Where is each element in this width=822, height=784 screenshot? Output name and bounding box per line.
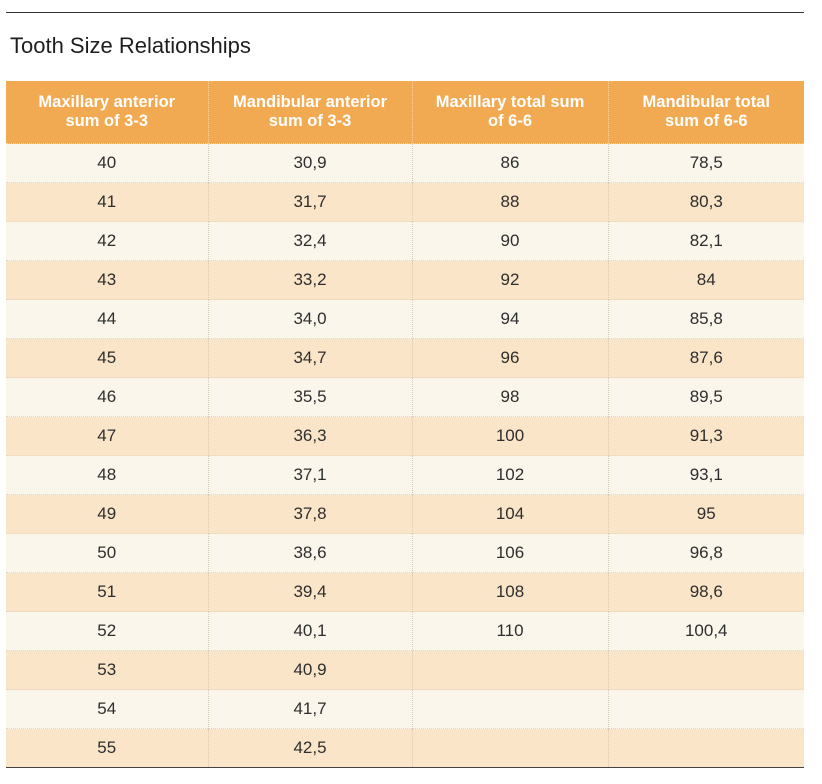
mandibular-total-cell: 93,1 (607, 455, 804, 495)
maxillary-anterior-cell: 50 (6, 533, 208, 573)
header-row: Maxillary anterior sum of 3-3 Mandibular… (6, 81, 804, 144)
table-row: 50 38,6 106 96,8 (6, 533, 804, 573)
mandibular-anterior-cell: 30,9 (207, 143, 412, 183)
maxillary-anterior-cell: 43 (6, 260, 208, 300)
top-rule (6, 12, 804, 13)
mandibular-total-cell: 98,6 (607, 572, 804, 612)
maxillary-anterior-cell: 54 (6, 689, 208, 729)
tooth-size-table: Maxillary anterior sum of 3-3 Mandibular… (6, 81, 804, 768)
column-header-mandibular-anterior: Mandibular anterior sum of 3-3 (207, 81, 412, 144)
maxillary-anterior-cell: 47 (6, 416, 208, 456)
table-row: 49 37,8 104 95 (6, 494, 804, 534)
maxillary-total-cell: 92 (411, 260, 608, 300)
table-row: 45 34,7 96 87,6 (6, 338, 804, 378)
maxillary-anterior-cell: 53 (6, 650, 208, 690)
maxillary-anterior-cell: 40 (6, 143, 208, 183)
column-header-maxillary-anterior: Maxillary anterior sum of 3-3 (6, 81, 208, 144)
maxillary-total-cell (411, 689, 608, 729)
table-body: 40 30,9 86 78,5 41 31,7 88 80,3 42 32,4 90 82,1 43 33… (6, 143, 804, 768)
table-row: 42 32,4 90 82,1 (6, 221, 804, 261)
maxillary-anterior-cell: 42 (6, 221, 208, 261)
maxillary-anterior-cell: 45 (6, 338, 208, 378)
maxillary-total-cell: 110 (411, 611, 608, 651)
mandibular-anterior-cell: 40,9 (207, 650, 412, 690)
table-row: 48 37,1 102 93,1 (6, 455, 804, 495)
table-row: 47 36,3 100 91,3 (6, 416, 804, 456)
maxillary-total-cell: 106 (411, 533, 608, 573)
mandibular-total-cell (607, 728, 804, 768)
mandibular-anterior-cell: 31,7 (207, 182, 412, 222)
mandibular-total-cell: 89,5 (607, 377, 804, 417)
maxillary-anterior-cell: 55 (6, 728, 208, 768)
maxillary-total-cell (411, 728, 608, 768)
mandibular-anterior-cell: 38,6 (207, 533, 412, 573)
mandibular-total-cell (607, 689, 804, 729)
table-row: 46 35,5 98 89,5 (6, 377, 804, 417)
mandibular-total-cell: 96,8 (607, 533, 804, 573)
mandibular-total-cell: 80,3 (607, 182, 804, 222)
maxillary-total-cell: 102 (411, 455, 608, 495)
column-header-mandibular-total: Mandibular total sum of 6-6 (607, 81, 804, 144)
table-row: 51 39,4 108 98,6 (6, 572, 804, 612)
mandibular-anterior-cell: 34,7 (207, 338, 412, 378)
maxillary-total-cell: 108 (411, 572, 608, 612)
table-row: 44 34,0 94 85,8 (6, 299, 804, 339)
maxillary-total-cell: 86 (411, 143, 608, 183)
mandibular-anterior-cell: 39,4 (207, 572, 412, 612)
mandibular-total-cell: 87,6 (607, 338, 804, 378)
mandibular-total-cell: 85,8 (607, 299, 804, 339)
mandibular-total-cell: 95 (607, 494, 804, 534)
table-row: 55 42,5 (6, 728, 804, 768)
mandibular-anterior-cell: 41,7 (207, 689, 412, 729)
maxillary-total-cell (411, 650, 608, 690)
mandibular-anterior-cell: 32,4 (207, 221, 412, 261)
maxillary-total-cell: 98 (411, 377, 608, 417)
mandibular-total-cell: 91,3 (607, 416, 804, 456)
maxillary-anterior-cell: 41 (6, 182, 208, 222)
maxillary-anterior-cell: 48 (6, 455, 208, 495)
maxillary-total-cell: 104 (411, 494, 608, 534)
mandibular-total-cell: 84 (607, 260, 804, 300)
maxillary-total-cell: 94 (411, 299, 608, 339)
table-row: 41 31,7 88 80,3 (6, 182, 804, 222)
table-row: 43 33,2 92 84 (6, 260, 804, 300)
table-title: Tooth Size Relationships (10, 33, 251, 58)
maxillary-total-cell: 90 (411, 221, 608, 261)
table-row: 54 41,7 (6, 689, 804, 729)
mandibular-total-cell: 78,5 (607, 143, 804, 183)
maxillary-anterior-cell: 46 (6, 377, 208, 417)
mandibular-anterior-cell: 42,5 (207, 728, 412, 768)
maxillary-total-cell: 88 (411, 182, 608, 222)
table-row: 53 40,9 (6, 650, 804, 690)
mandibular-anterior-cell: 40,1 (207, 611, 412, 651)
maxillary-anterior-cell: 44 (6, 299, 208, 339)
mandibular-anterior-cell: 37,8 (207, 494, 412, 534)
mandibular-total-cell: 82,1 (607, 221, 804, 261)
mandibular-anterior-cell: 35,5 (207, 377, 412, 417)
table-row: 40 30,9 86 78,5 (6, 143, 804, 183)
mandibular-total-cell (607, 650, 804, 690)
mandibular-anterior-cell: 36,3 (207, 416, 412, 456)
mandibular-anterior-cell: 33,2 (207, 260, 412, 300)
table-row: 52 40,1 110 100,4 (6, 611, 804, 651)
column-header-maxillary-total: Maxillary total sum of 6-6 (411, 81, 608, 144)
maxillary-total-cell: 96 (411, 338, 608, 378)
mandibular-anterior-cell: 34,0 (207, 299, 412, 339)
maxillary-total-cell: 100 (411, 416, 608, 456)
maxillary-anterior-cell: 51 (6, 572, 208, 612)
mandibular-anterior-cell: 37,1 (207, 455, 412, 495)
maxillary-anterior-cell: 49 (6, 494, 208, 534)
mandibular-total-cell: 100,4 (607, 611, 804, 651)
maxillary-anterior-cell: 52 (6, 611, 208, 651)
